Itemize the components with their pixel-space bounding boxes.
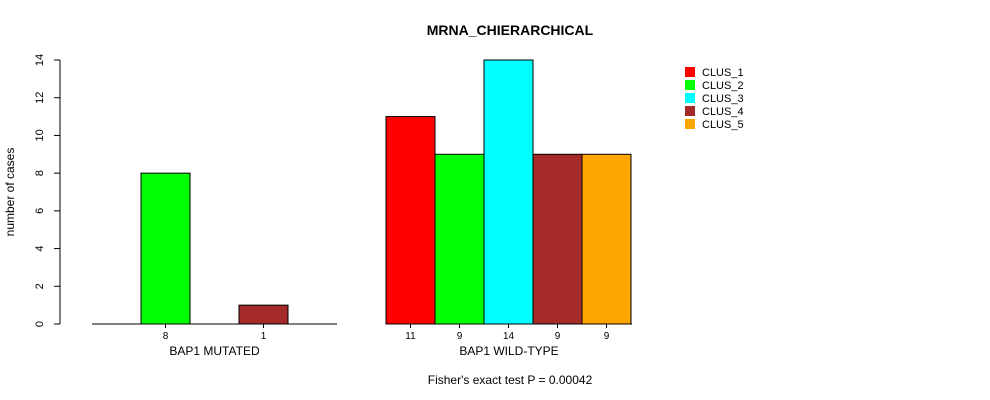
bar-count-label: 9 [604,331,610,342]
bar-count-label: 8 [163,331,169,342]
bar-bap1-mutated-clus_2 [140,172,191,325]
y-ticks: 0 2 4 6 8 10 12 14 [34,54,60,327]
legend-label: CLUS_1 [702,67,744,79]
bar-count-label: 9 [457,331,463,342]
y-tick-label: 12 [34,92,46,104]
legend-label: CLUS_5 [702,119,744,131]
bar-bap1-wild-type-clus_1 [385,116,436,325]
legend-swatch [685,80,695,90]
legend-swatch [685,106,695,116]
y-tick-label: 10 [34,129,46,141]
bar-count-label: 11 [405,331,416,342]
y-tick-label: 0 [34,321,46,327]
bar-bap1-wild-type-clus_3 [483,59,534,325]
bar-count-label: 1 [261,331,267,342]
bar-count-label: 14 [503,331,515,342]
bar-bap1-wild-type-clus_4 [532,153,583,325]
group-label: BAP1 WILD-TYPE [459,344,558,358]
group-label: BAP1 MUTATED [169,344,260,358]
y-tick-label: 2 [34,283,46,289]
legend-swatch [685,67,695,77]
legend-swatch [685,93,695,103]
bar-count-label: 9 [555,331,561,342]
bars [140,59,632,325]
y-axis-label: number of cases [3,148,17,237]
bar-bap1-wild-type-clus_5 [581,153,632,325]
bar-bap1-wild-type-clus_2 [434,153,485,325]
chart-title: MRNA_CHIERARCHICAL [427,22,594,38]
y-tick-label: 4 [34,246,46,252]
legend-swatch [685,119,695,129]
legend-label: CLUS_3 [702,93,744,105]
bar-bap1-mutated-clus_4 [238,304,289,325]
y-tick-label: 8 [34,170,46,176]
y-tick-label: 6 [34,208,46,214]
y-tick-label: 14 [34,54,46,66]
fisher-test-footnote: Fisher's exact test P = 0.00042 [428,373,593,387]
legend-label: CLUS_2 [702,80,744,92]
legend-label: CLUS_4 [702,106,744,118]
